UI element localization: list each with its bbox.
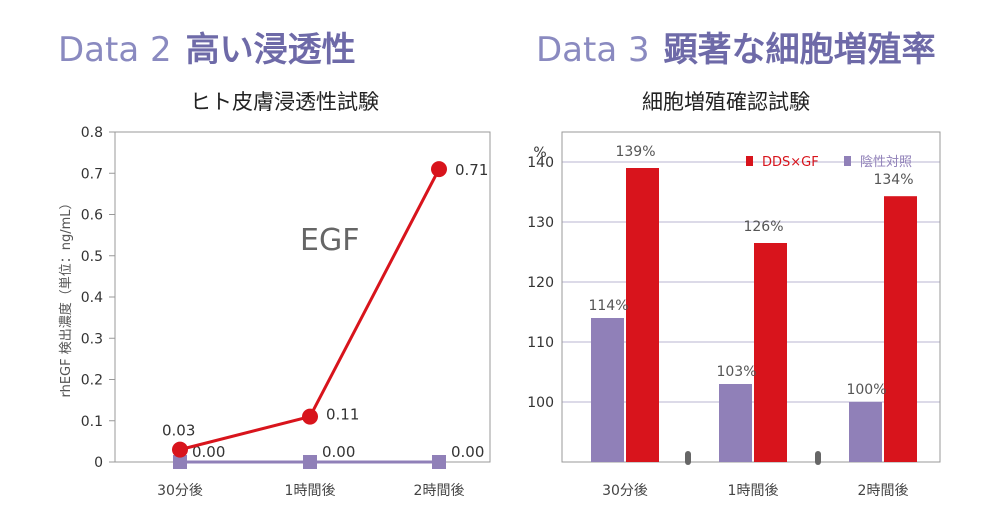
dds-gf-bar <box>884 196 917 462</box>
control-data-label: 0.00 <box>451 443 484 461</box>
permeability-line-chart: 0 0.1 0.2 0.3 0.4 0.5 0.6 0.7 0.8 30分後 1時間後 2時間後 rhE… <box>58 125 491 499</box>
dds-gf-bar-label: 139% <box>615 144 655 160</box>
legend-label-control: 陰性対照 <box>860 155 912 170</box>
y-tick-label: 0.4 <box>81 290 103 306</box>
axis-break-mark <box>685 451 691 465</box>
dds-gf-bar-label: 134% <box>873 172 913 188</box>
control-bar <box>849 402 882 462</box>
egf-data-label: 0.03 <box>162 422 195 440</box>
y-tick-label: 0.7 <box>81 166 103 182</box>
egf-data-label: 0.71 <box>455 161 488 179</box>
y-tick-label: 0.5 <box>81 249 103 265</box>
control-bar <box>719 384 752 462</box>
control-point <box>173 455 187 469</box>
heading-data3: Data 3 顕著な細胞増殖率 <box>536 22 936 71</box>
dds-gf-bar <box>754 243 787 462</box>
control-data-label: 0.00 <box>322 443 355 461</box>
egf-point <box>302 408 318 425</box>
egf-point <box>431 161 447 178</box>
control-point <box>303 455 317 469</box>
x-tick-label: 30分後 <box>157 483 203 499</box>
dds-gf-bar <box>626 168 659 462</box>
dds-gf-bar-label: 126% <box>743 219 783 235</box>
legend-swatch-control <box>844 156 851 166</box>
y-tick-label: 0.2 <box>81 373 103 389</box>
x-tick-label: 2時間後 <box>858 483 909 499</box>
y-tick-label: 130 <box>527 215 554 231</box>
control-bar-label: 114% <box>588 298 628 314</box>
legend-label-dds-gf: DDS×GF <box>762 155 819 170</box>
control-bar-label: 103% <box>716 364 756 380</box>
x-tick-label: 1時間後 <box>728 483 779 499</box>
y-tick-label: 0.3 <box>81 331 103 347</box>
y-unit-label: % <box>533 145 546 161</box>
heading-title: 高い浸透性 <box>185 30 356 70</box>
line-chart-title: ヒト皮膚浸透性試験 <box>190 90 379 114</box>
y-tick-label: 0.1 <box>81 414 103 430</box>
y-tick-label: 0 <box>94 455 103 471</box>
egf-series-line <box>179 168 441 452</box>
heading-title: 顕著な細胞増殖率 <box>663 30 936 70</box>
y-axis-label: rhEGF 検出濃度（単位：ng/mL） <box>58 196 74 397</box>
control-bar-label: 100% <box>846 382 886 398</box>
y-tick-label: 140 <box>527 155 554 171</box>
y-tick-label: 0.8 <box>81 125 103 141</box>
y-tick-label: 0.6 <box>81 208 103 224</box>
axis-break-mark <box>815 451 821 465</box>
control-data-label: 0.00 <box>192 443 225 461</box>
y-tick-label: 120 <box>527 275 554 291</box>
cell-proliferation-bar-chart: % 100 110 120 130 140 114% 139% 30分後 103% 126% 1時間後… <box>527 131 941 499</box>
x-tick-label: 1時間後 <box>285 483 336 499</box>
heading-prefix: Data 3 <box>536 30 650 70</box>
control-bar <box>591 318 624 462</box>
y-tick-label: 100 <box>527 395 554 411</box>
legend-swatch-dds-gf <box>746 156 753 166</box>
heading-prefix: Data 2 <box>58 30 172 70</box>
control-point <box>432 455 446 469</box>
egf-point <box>172 441 188 458</box>
x-tick-label: 2時間後 <box>414 483 465 499</box>
y-tick-label: 110 <box>527 335 554 351</box>
egf-annotation: EGF <box>300 223 359 258</box>
heading-data2: Data 2 高い浸透性 <box>58 22 356 71</box>
x-tick-label: 30分後 <box>602 483 648 499</box>
bar-chart-title: 細胞増殖確認試験 <box>642 90 810 114</box>
egf-data-label: 0.11 <box>326 406 359 424</box>
